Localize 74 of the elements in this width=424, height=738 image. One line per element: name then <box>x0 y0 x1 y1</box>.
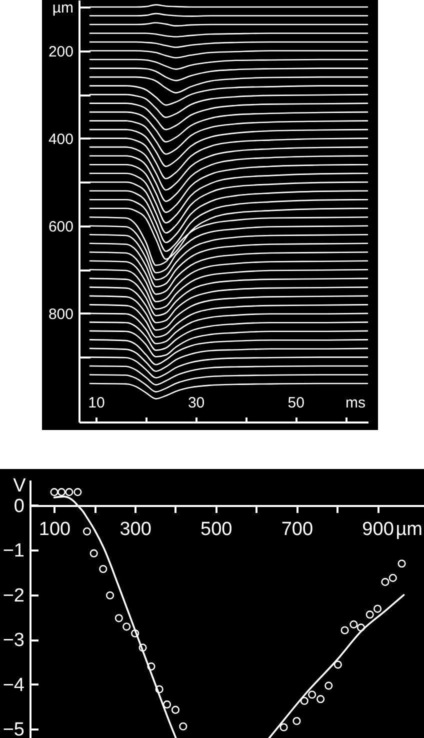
y-tick-label: −2 <box>2 585 24 606</box>
point <box>280 723 288 732</box>
line-series <box>89 304 368 338</box>
point <box>162 700 172 708</box>
x-tick-label: 100 <box>38 518 71 540</box>
line-series <box>89 58 368 70</box>
point <box>90 549 98 558</box>
point <box>373 604 382 613</box>
point <box>155 685 164 694</box>
y-tick-label: 400 <box>48 130 74 148</box>
point <box>308 690 316 699</box>
point <box>292 716 301 726</box>
line-series <box>89 111 368 142</box>
point <box>106 591 114 600</box>
line-series <box>89 68 368 82</box>
line-series <box>89 322 368 351</box>
y-tick-label: −4 <box>2 674 25 696</box>
point <box>334 660 342 669</box>
point <box>388 574 397 582</box>
line-series <box>89 164 368 213</box>
point <box>131 629 140 638</box>
line-series <box>89 146 368 191</box>
point <box>179 722 188 730</box>
y-axis-title: V <box>13 476 26 496</box>
point <box>122 622 131 631</box>
point <box>300 696 308 705</box>
line-series <box>89 348 368 372</box>
y-tick-label: 600 <box>48 218 74 236</box>
y-tick-label: 200 <box>48 43 74 60</box>
y-axis-title: µm <box>52 0 74 16</box>
point <box>316 695 325 704</box>
line-series <box>89 102 368 130</box>
point <box>366 610 374 619</box>
line-series <box>89 85 368 106</box>
x-tick-label: 300 <box>120 518 152 540</box>
point <box>350 620 358 628</box>
x-tick-label: 900 <box>362 518 394 540</box>
point <box>171 706 180 714</box>
line-series <box>89 76 368 94</box>
y-tick-label: −5 <box>2 720 24 738</box>
y-tick-label: −1 <box>2 540 24 562</box>
x-tick-label: 700 <box>281 518 314 540</box>
point <box>99 564 108 574</box>
x-tick-label: 50 <box>288 394 304 412</box>
x-axis-title: µm <box>396 518 422 540</box>
line-series <box>89 365 368 386</box>
line-series <box>89 155 368 202</box>
line-series <box>89 339 368 366</box>
line-series <box>89 172 368 224</box>
line-series <box>89 330 368 358</box>
y-tick-label: 0 <box>14 496 24 517</box>
point <box>50 488 58 496</box>
point <box>65 488 74 496</box>
x-tick-label: 30 <box>188 394 205 412</box>
line-series <box>89 128 368 167</box>
x-tick-label: 10 <box>88 394 105 412</box>
point <box>381 578 390 586</box>
point <box>114 614 123 622</box>
point <box>57 488 66 496</box>
point <box>356 624 365 632</box>
y-tick-label: 800 <box>48 306 74 323</box>
point <box>340 626 349 634</box>
x-tick-label: 500 <box>200 518 232 540</box>
point <box>398 560 406 568</box>
point <box>324 682 333 690</box>
line-series <box>89 374 368 392</box>
point <box>82 527 92 536</box>
point <box>138 644 147 652</box>
line-series <box>89 295 368 331</box>
point <box>147 662 156 670</box>
y-tick-label: −3 <box>2 630 24 652</box>
line-series <box>89 120 368 155</box>
point <box>74 488 82 496</box>
x-axis-title: ms <box>346 394 366 412</box>
